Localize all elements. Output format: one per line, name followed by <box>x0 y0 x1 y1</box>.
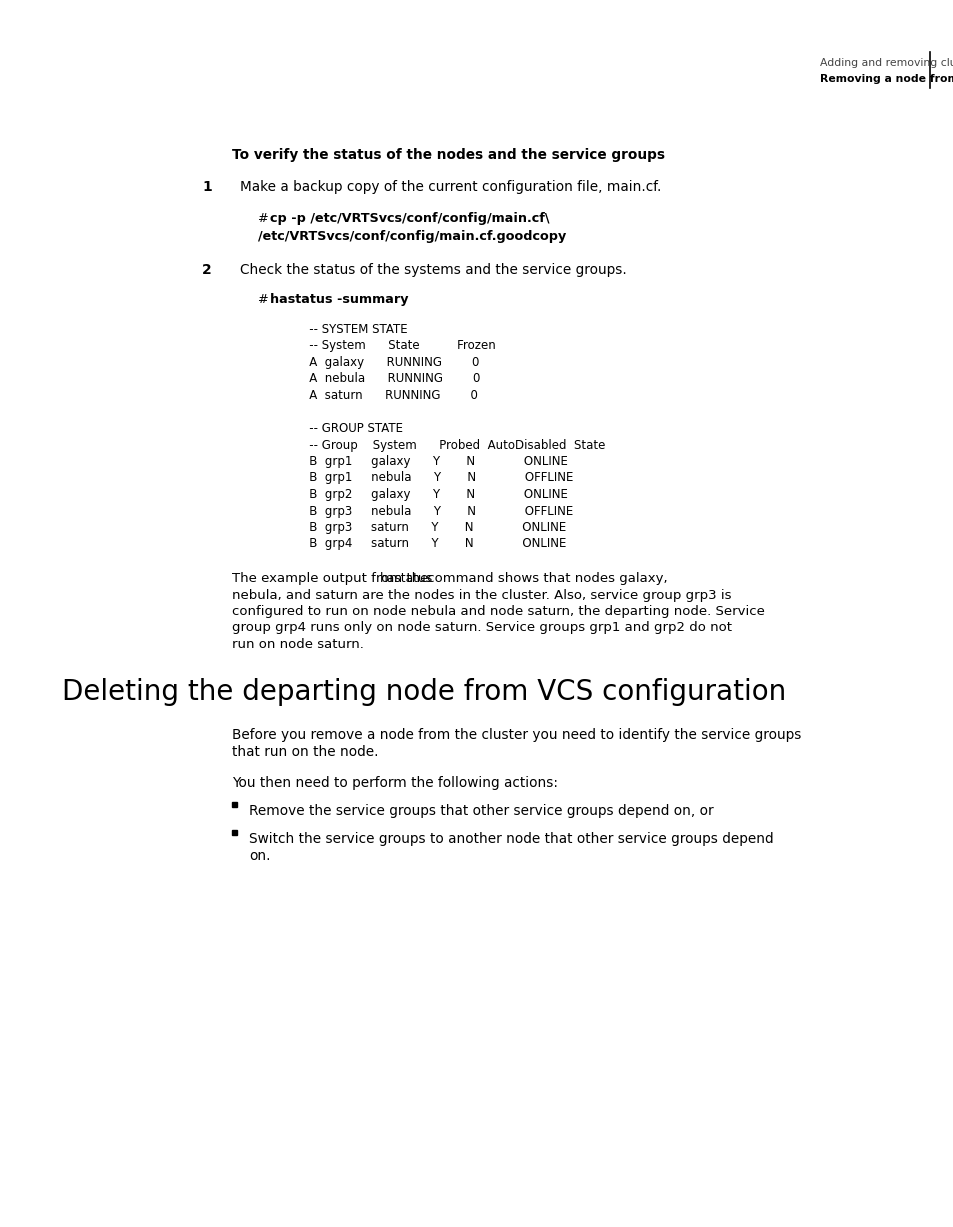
Text: that run on the node.: that run on the node. <box>232 746 378 760</box>
Text: B  grp4     saturn      Y       N             ONLINE: B grp4 saturn Y N ONLINE <box>297 537 566 551</box>
Text: on.: on. <box>249 849 271 863</box>
Text: -- System      State          Frozen: -- System State Frozen <box>297 340 496 352</box>
Text: Removing a node from a cluster  |: Removing a node from a cluster | <box>820 74 953 85</box>
Text: B  grp3     nebula      Y       N             OFFLINE: B grp3 nebula Y N OFFLINE <box>297 504 573 518</box>
Text: hastatus -summary: hastatus -summary <box>270 293 408 306</box>
Text: nebula, and saturn are the nodes in the cluster. Also, service group grp3 is: nebula, and saturn are the nodes in the … <box>232 589 731 601</box>
Text: B  grp3     saturn      Y       N             ONLINE: B grp3 saturn Y N ONLINE <box>297 521 566 534</box>
Text: -- GROUP STATE: -- GROUP STATE <box>297 422 402 436</box>
Text: #: # <box>257 293 273 306</box>
Text: command shows that nodes galaxy,: command shows that nodes galaxy, <box>423 572 667 585</box>
Text: run on node saturn.: run on node saturn. <box>232 638 363 652</box>
Text: /etc/VRTSvcs/conf/config/main.cf.goodcopy: /etc/VRTSvcs/conf/config/main.cf.goodcop… <box>257 229 566 243</box>
Text: -- Group    System      Probed  AutoDisabled  State: -- Group System Probed AutoDisabled Stat… <box>297 438 605 452</box>
Text: configured to run on node nebula and node saturn, the departing node. Service: configured to run on node nebula and nod… <box>232 605 764 618</box>
Text: Deleting the departing node from VCS configuration: Deleting the departing node from VCS con… <box>62 679 785 707</box>
Text: group grp4 runs only on node saturn. Service groups grp1 and grp2 do not: group grp4 runs only on node saturn. Ser… <box>232 622 731 634</box>
Text: To verify the status of the nodes and the service groups: To verify the status of the nodes and th… <box>232 148 664 162</box>
Text: cp -p /etc/VRTSvcs/conf/config/main.cf\: cp -p /etc/VRTSvcs/conf/config/main.cf\ <box>270 212 549 225</box>
Text: B  grp2     galaxy      Y       N             ONLINE: B grp2 galaxy Y N ONLINE <box>297 488 567 501</box>
Text: hastatus: hastatus <box>379 572 433 585</box>
Text: Check the status of the systems and the service groups.: Check the status of the systems and the … <box>240 263 626 277</box>
Text: -- SYSTEM STATE: -- SYSTEM STATE <box>297 323 407 336</box>
Text: 2: 2 <box>202 263 212 277</box>
Text: Make a backup copy of the current configuration file, main.cf.: Make a backup copy of the current config… <box>240 180 660 194</box>
Text: B  grp1     nebula      Y       N             OFFLINE: B grp1 nebula Y N OFFLINE <box>297 471 573 485</box>
Text: The example output from the: The example output from the <box>232 572 432 585</box>
Text: #: # <box>257 212 273 225</box>
Text: 1: 1 <box>202 180 212 194</box>
Text: Adding and removing cluster nodes  | 133: Adding and removing cluster nodes | 133 <box>820 56 953 67</box>
Text: B  grp1     galaxy      Y       N             ONLINE: B grp1 galaxy Y N ONLINE <box>297 455 567 467</box>
Bar <box>232 801 237 807</box>
Bar <box>232 829 237 836</box>
Text: A  galaxy      RUNNING        0: A galaxy RUNNING 0 <box>297 356 478 369</box>
Text: Before you remove a node from the cluster you need to identify the service group: Before you remove a node from the cluste… <box>232 729 801 742</box>
Text: A  nebula      RUNNING        0: A nebula RUNNING 0 <box>297 373 480 385</box>
Text: Switch the service groups to another node that other service groups depend: Switch the service groups to another nod… <box>249 832 773 845</box>
Text: You then need to perform the following actions:: You then need to perform the following a… <box>232 777 558 790</box>
Text: Remove the service groups that other service groups depend on, or: Remove the service groups that other ser… <box>249 804 713 817</box>
Text: A  saturn      RUNNING        0: A saturn RUNNING 0 <box>297 389 477 402</box>
